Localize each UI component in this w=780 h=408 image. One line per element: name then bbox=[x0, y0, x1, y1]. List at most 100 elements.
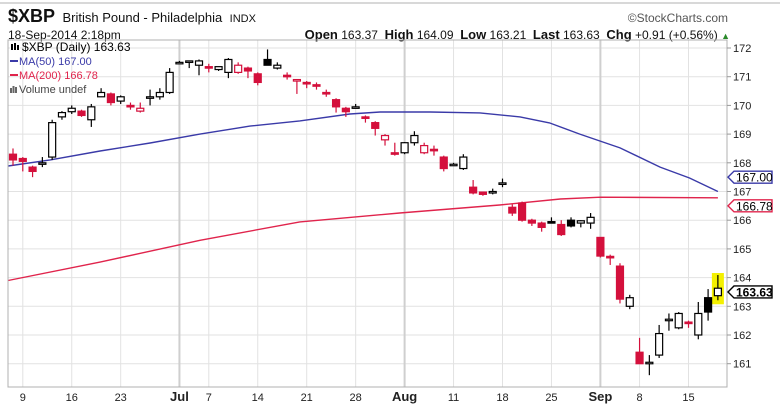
candle bbox=[106, 92, 116, 106]
candle bbox=[194, 59, 204, 76]
candle bbox=[48, 119, 57, 160]
candle bbox=[713, 275, 722, 301]
chg-value: +0.91 (+0.56%) bbox=[635, 28, 718, 42]
ma200-price-tag: 166.78 bbox=[736, 199, 773, 213]
candle-body bbox=[537, 222, 546, 228]
candle bbox=[420, 142, 429, 155]
legend-price: $XBP (Daily) 163.63 bbox=[22, 40, 131, 54]
candle bbox=[371, 121, 380, 136]
candle bbox=[674, 312, 683, 330]
candle-body bbox=[508, 206, 517, 214]
candle bbox=[243, 66, 253, 79]
candle bbox=[517, 201, 527, 222]
candle bbox=[126, 102, 135, 110]
ma50-line bbox=[7, 111, 719, 193]
copyright[interactable]: ©StockCharts.com bbox=[627, 11, 728, 25]
candle-body bbox=[371, 122, 380, 129]
candle-body bbox=[175, 61, 184, 65]
candle bbox=[214, 66, 223, 71]
legend: $XBP (Daily) 163.63 MA(50) 167.00 MA(200… bbox=[10, 40, 131, 96]
candle-body bbox=[302, 81, 311, 85]
candle-body bbox=[576, 220, 585, 224]
candle bbox=[155, 88, 164, 100]
candle bbox=[527, 218, 536, 226]
candle bbox=[478, 191, 488, 196]
last-price-tag-box bbox=[727, 285, 773, 299]
candle-body bbox=[204, 66, 213, 69]
candle bbox=[429, 145, 439, 156]
candle-body bbox=[635, 351, 644, 365]
candle bbox=[390, 142, 399, 156]
candle bbox=[283, 72, 292, 80]
candle-body bbox=[547, 221, 556, 224]
x-tick-label: 9 bbox=[20, 392, 26, 404]
candle-body bbox=[87, 106, 96, 121]
candle bbox=[145, 89, 155, 106]
legend-ma200: MA(200) 166.78 bbox=[19, 70, 98, 82]
candle-body bbox=[331, 99, 341, 108]
candle-body bbox=[713, 287, 722, 297]
chart-header: $XBP British Pound - Philadelphia INDX bbox=[8, 6, 256, 27]
candle bbox=[97, 88, 106, 98]
y-axis: 161 162 163 164 165 166 167 168 169 170 171 172 bbox=[727, 43, 751, 371]
candle bbox=[703, 289, 713, 321]
candle bbox=[606, 254, 615, 265]
candle bbox=[57, 111, 67, 120]
high-value: 164.09 bbox=[416, 28, 454, 42]
x-tick-label: Sep bbox=[588, 389, 612, 404]
candle-body bbox=[429, 148, 439, 152]
candle-body bbox=[48, 122, 57, 158]
candle-body bbox=[185, 60, 194, 64]
chg-label: Chg bbox=[606, 27, 632, 42]
candle bbox=[292, 78, 302, 94]
candle-body bbox=[312, 84, 321, 87]
x-tick-label: 21 bbox=[301, 392, 313, 404]
candle bbox=[459, 154, 468, 170]
candle bbox=[498, 178, 507, 188]
candle-body bbox=[126, 104, 135, 108]
candle bbox=[664, 313, 674, 331]
ma200-price-tag-box bbox=[727, 199, 773, 213]
candle-body bbox=[664, 318, 674, 322]
candle bbox=[449, 162, 458, 167]
candle bbox=[508, 204, 517, 216]
candle-body bbox=[214, 66, 223, 71]
y-tick-label: 165 bbox=[733, 244, 751, 256]
candle bbox=[67, 105, 76, 115]
quote-summary: Open 163.37 High 164.09 Low 163.21 Last … bbox=[305, 27, 730, 42]
candle-body bbox=[596, 236, 605, 257]
legend-ma50: MA(50) 167.00 bbox=[19, 56, 92, 68]
candle bbox=[8, 148, 18, 166]
x-tick-label: 8 bbox=[636, 392, 642, 404]
candle bbox=[684, 320, 693, 328]
candle-body bbox=[292, 78, 302, 82]
candle bbox=[175, 60, 184, 65]
candle bbox=[204, 63, 213, 73]
candle-body bbox=[390, 152, 399, 155]
candle bbox=[38, 157, 47, 168]
candle bbox=[694, 301, 703, 340]
low-label: Low bbox=[460, 27, 487, 42]
y-tick-label: 167 bbox=[733, 187, 751, 199]
candle-body bbox=[145, 96, 155, 99]
x-tick-label: 7 bbox=[206, 392, 212, 404]
candle-body bbox=[380, 134, 390, 141]
candle bbox=[576, 220, 585, 228]
y-tick-label: 169 bbox=[733, 129, 751, 141]
candle-body bbox=[674, 312, 683, 329]
candle-legend-icon-glyph bbox=[11, 43, 19, 50]
candle-body bbox=[28, 166, 37, 173]
y-tick-label: 171 bbox=[733, 72, 751, 84]
y-tick-label: 170 bbox=[733, 100, 751, 112]
candle bbox=[557, 220, 566, 236]
candle bbox=[28, 165, 37, 178]
candle bbox=[400, 142, 409, 155]
candle bbox=[439, 155, 448, 172]
candle bbox=[635, 337, 644, 365]
candle-body bbox=[38, 162, 47, 165]
candle-body bbox=[498, 182, 507, 185]
candle-body bbox=[351, 106, 360, 109]
last-value: 163.63 bbox=[563, 28, 600, 42]
candle bbox=[253, 72, 262, 86]
